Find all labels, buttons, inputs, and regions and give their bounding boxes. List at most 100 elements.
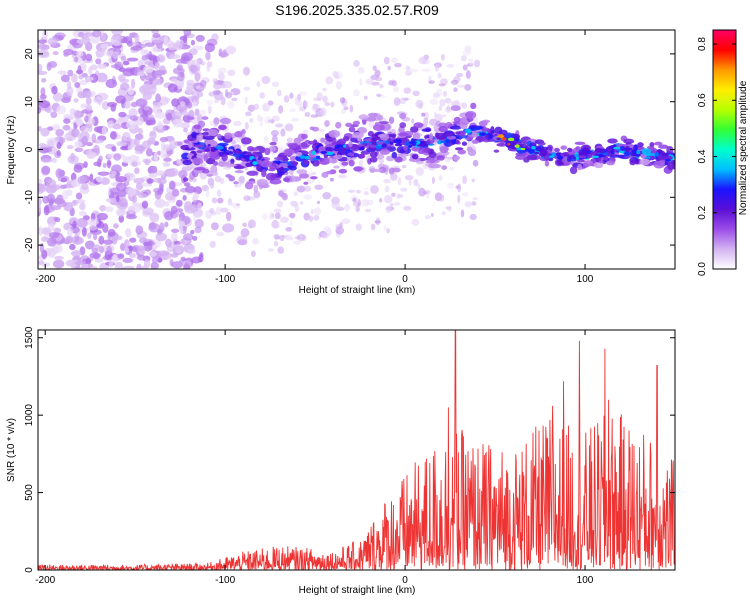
spectrogram-cell — [485, 134, 489, 140]
spectrogram-cell — [149, 130, 157, 140]
spectrogram-cell — [242, 66, 251, 76]
spectrogram-cell — [352, 120, 361, 125]
spectrogram-cell — [122, 68, 135, 77]
spectrogram-cell — [215, 145, 224, 150]
spectrogram-cell — [412, 90, 420, 97]
spectrogram-cell — [273, 234, 280, 240]
spectrogram-cell — [184, 204, 196, 214]
spectrogram-cell — [415, 166, 425, 176]
spectrogram-cell — [383, 195, 393, 204]
spectrogram-cell — [355, 223, 362, 231]
spectrogram-cell — [467, 58, 474, 63]
spectrogram-cell — [131, 161, 138, 167]
spectrogram-cell — [52, 92, 63, 102]
x-tick-label: -200 — [35, 575, 55, 586]
spectrogram-cell — [624, 151, 630, 157]
spectrogram-cell — [357, 199, 361, 207]
spectrogram-cell — [334, 144, 341, 149]
spectrogram-cell — [162, 144, 172, 152]
spectrogram-cell — [172, 42, 183, 51]
spectrogram-cell — [405, 65, 411, 71]
spectrogram-cell — [169, 53, 181, 60]
spectrogram-cell — [350, 143, 360, 152]
spectrogram-cell — [47, 37, 58, 46]
spectrogram-cell — [473, 59, 481, 68]
x-tick-label: 0 — [402, 575, 408, 586]
spectrogram-cell — [308, 215, 314, 222]
spectrogram-cell — [111, 146, 117, 152]
spectrogram-cell — [81, 183, 89, 191]
spectrogram-cell — [148, 172, 158, 178]
spectrogram-cell — [471, 139, 480, 144]
spectrogram-cell — [490, 126, 495, 134]
spectrogram-cell — [244, 182, 254, 190]
spectrogram-cell — [298, 91, 308, 96]
spectrogram-cell — [631, 149, 637, 153]
spectrogram-cell — [141, 83, 151, 93]
spectrogram-cell — [164, 97, 171, 103]
spectrogram-cell — [273, 160, 281, 164]
spectrogram-cell — [322, 95, 328, 103]
spectrogram-cell — [432, 92, 440, 99]
spectrogram-cell — [86, 149, 94, 159]
spectrogram-cell — [142, 91, 152, 101]
spectrogram-cell — [441, 53, 445, 61]
spectrogram-cell — [89, 36, 101, 44]
spectrogram-cell — [654, 141, 663, 146]
spectrogram-cell — [215, 206, 222, 215]
spectrogram-cell — [85, 53, 93, 62]
spectrogram-cell — [607, 138, 618, 144]
spectrogram-cell — [127, 145, 133, 151]
spectrogram-cell — [431, 176, 435, 185]
spectrogram-cell — [267, 119, 274, 123]
spectrogram-cell — [98, 235, 105, 245]
spectrogram-cell — [594, 148, 603, 153]
spectrogram-cell — [220, 207, 229, 213]
spectrogram-cell — [205, 188, 210, 198]
spectrogram-cell — [253, 190, 261, 199]
spectrogram-cell — [141, 265, 149, 269]
spectrogram-cell — [602, 156, 609, 161]
spectrogram-cell — [163, 40, 175, 47]
spectrogram-cell — [520, 147, 526, 151]
spectrogram-cell — [171, 188, 180, 197]
snr-x-axis: -200 -100 0 100 — [35, 330, 594, 586]
page-title: S196.2025.335.02.57.R09 — [275, 2, 439, 18]
spectrogram-cell — [188, 140, 193, 149]
spectrogram-cell — [243, 86, 250, 91]
spectrogram-cell — [399, 122, 407, 129]
spectrogram-cell — [210, 182, 215, 189]
spectrogram-cell — [160, 149, 168, 159]
spectrogram-cell — [304, 111, 311, 118]
spectrogram-cell — [60, 74, 70, 83]
spectrogram-cell — [112, 51, 119, 59]
y-tick-label: 0 — [24, 567, 35, 573]
spectrogram-cell — [75, 192, 83, 200]
spectrogram-cell — [155, 170, 165, 176]
spectrogram-cell — [461, 102, 468, 109]
spectrogram-cell — [575, 156, 579, 161]
spectrogram-cell — [40, 87, 46, 96]
spectrogram-cell — [666, 146, 674, 154]
spectrogram-cell — [304, 155, 310, 160]
spectrogram-cell — [129, 237, 137, 243]
spectrogram-cell — [370, 185, 379, 194]
spectrogram-cell — [323, 226, 330, 232]
spectrogram-cell — [390, 133, 397, 138]
spectrogram-cell — [370, 168, 383, 173]
spectrogram-cell — [221, 154, 228, 162]
spectrogram-cell — [566, 147, 573, 153]
spectrogram-cell — [142, 207, 154, 216]
spectrogram-cell — [77, 91, 87, 99]
y-tick-label: 500 — [24, 484, 35, 501]
spectrogram-cell — [331, 200, 340, 210]
spectrogram-cell — [274, 212, 281, 220]
spectrogram-cell — [154, 70, 166, 76]
spectrogram-cell — [190, 229, 195, 235]
spectrogram-cell — [289, 156, 297, 162]
spectrogram-cell — [53, 244, 63, 253]
spectrogram-cell — [46, 237, 57, 247]
spectrogram-cell — [176, 83, 184, 90]
spectrogram-cell — [73, 109, 82, 120]
spectrogram-cell — [287, 142, 299, 149]
